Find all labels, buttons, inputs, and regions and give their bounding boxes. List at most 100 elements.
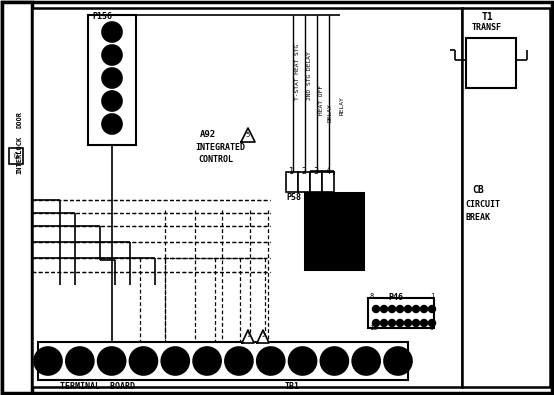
Circle shape — [326, 232, 342, 248]
Circle shape — [397, 320, 403, 327]
Circle shape — [420, 305, 428, 312]
Polygon shape — [241, 128, 255, 142]
Text: 5: 5 — [109, 27, 115, 37]
Text: 4: 4 — [109, 50, 115, 60]
Text: 2: 2 — [331, 199, 336, 209]
Circle shape — [404, 305, 412, 312]
Text: 5: 5 — [331, 218, 336, 226]
Text: 2ND STG DELAY: 2ND STG DELAY — [307, 51, 312, 100]
Text: 1: 1 — [290, 167, 295, 176]
Text: HEAT OFF: HEAT OFF — [319, 85, 324, 115]
Circle shape — [344, 214, 360, 230]
Circle shape — [161, 347, 189, 375]
Text: D: D — [364, 358, 368, 364]
Circle shape — [428, 305, 435, 312]
Polygon shape — [257, 330, 269, 343]
Polygon shape — [242, 330, 254, 343]
Circle shape — [289, 347, 316, 375]
Text: 4: 4 — [350, 218, 355, 226]
Bar — [310, 172, 322, 192]
Bar — [368, 298, 434, 328]
Text: O: O — [14, 152, 18, 161]
Text: 1: 1 — [109, 119, 115, 129]
Text: M: M — [301, 358, 305, 364]
Text: 16: 16 — [369, 325, 377, 331]
Text: A92: A92 — [200, 130, 216, 139]
Bar — [298, 172, 310, 192]
Text: G: G — [110, 358, 114, 364]
Circle shape — [352, 347, 380, 375]
Text: 1: 1 — [430, 293, 434, 299]
Text: P58: P58 — [286, 193, 301, 202]
Text: RELAY: RELAY — [340, 96, 345, 115]
Circle shape — [34, 347, 62, 375]
Circle shape — [372, 305, 379, 312]
Text: DS: DS — [394, 358, 402, 364]
Circle shape — [66, 347, 94, 375]
Bar — [32, 8, 462, 387]
Circle shape — [102, 68, 122, 88]
Text: 5: 5 — [246, 132, 250, 138]
Text: TRANSF: TRANSF — [472, 23, 502, 32]
Circle shape — [413, 320, 419, 327]
Bar — [2, 2, 32, 393]
Text: 3: 3 — [314, 199, 319, 209]
Circle shape — [308, 250, 324, 266]
Text: T1: T1 — [482, 12, 494, 22]
Bar — [466, 38, 516, 88]
Bar — [88, 15, 136, 145]
Text: 1: 1 — [269, 358, 273, 364]
Text: DELAY: DELAY — [328, 103, 333, 122]
Text: BREAK: BREAK — [465, 213, 490, 222]
Text: 1: 1 — [246, 333, 250, 338]
Circle shape — [130, 347, 157, 375]
Text: 4: 4 — [326, 167, 331, 176]
Circle shape — [308, 214, 324, 230]
Circle shape — [344, 232, 360, 248]
Text: 1: 1 — [350, 199, 355, 209]
Circle shape — [388, 305, 396, 312]
Bar — [462, 8, 550, 387]
Circle shape — [397, 305, 403, 312]
Circle shape — [225, 347, 253, 375]
Text: 9: 9 — [314, 235, 319, 245]
Text: TB1: TB1 — [285, 382, 300, 391]
Circle shape — [326, 196, 342, 212]
Circle shape — [326, 214, 342, 230]
Text: Y1: Y1 — [171, 358, 179, 364]
Text: P46: P46 — [388, 293, 403, 302]
Text: 2: 2 — [314, 254, 319, 263]
Text: CIRCUIT: CIRCUIT — [465, 200, 500, 209]
Text: DOOR: DOOR — [16, 111, 22, 128]
Text: Y2: Y2 — [140, 358, 147, 364]
Bar — [286, 172, 298, 192]
Circle shape — [326, 250, 342, 266]
Circle shape — [372, 320, 379, 327]
Circle shape — [381, 320, 387, 327]
Text: CONTROL: CONTROL — [198, 155, 233, 164]
Text: TERMINAL  BOARD: TERMINAL BOARD — [60, 382, 135, 391]
Text: 0: 0 — [350, 254, 355, 263]
Text: 2: 2 — [301, 167, 306, 176]
Circle shape — [193, 347, 221, 375]
Circle shape — [257, 347, 285, 375]
Circle shape — [102, 45, 122, 65]
Text: 6: 6 — [314, 218, 319, 226]
Text: CB: CB — [472, 185, 484, 195]
Text: INTERLOCK: INTERLOCK — [16, 136, 22, 174]
Text: C: C — [205, 358, 209, 364]
Text: 2: 2 — [261, 333, 265, 338]
Text: 3: 3 — [314, 167, 319, 176]
Bar — [305, 193, 363, 269]
Text: P156: P156 — [92, 12, 112, 21]
Circle shape — [344, 196, 360, 212]
Circle shape — [102, 22, 122, 42]
Text: 7: 7 — [350, 235, 355, 245]
Text: 8: 8 — [369, 293, 373, 299]
Bar — [9, 148, 23, 164]
Circle shape — [420, 320, 428, 327]
Text: INTEGRATED: INTEGRATED — [195, 143, 245, 152]
Text: L: L — [332, 358, 336, 364]
Circle shape — [320, 347, 348, 375]
Text: R: R — [237, 358, 241, 364]
